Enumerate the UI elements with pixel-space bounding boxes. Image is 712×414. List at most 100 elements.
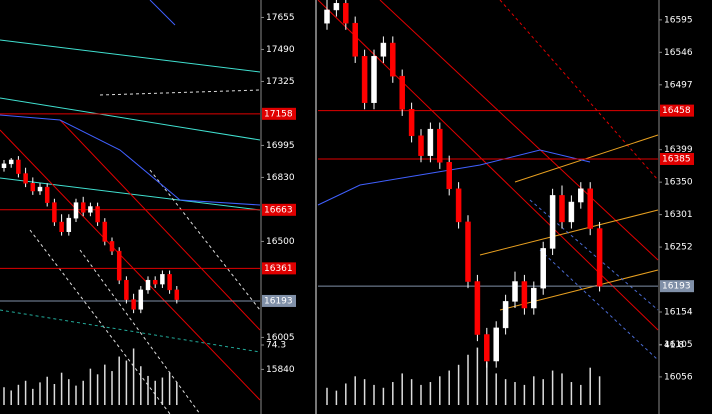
- candle-body: [324, 9, 330, 24]
- candle-body: [152, 279, 158, 285]
- candle-body: [484, 334, 490, 362]
- level-box: [660, 104, 694, 117]
- candle-body: [418, 135, 424, 156]
- candle-body: [59, 221, 64, 232]
- candle-body: [73, 202, 79, 219]
- candle-body: [540, 248, 546, 289]
- trendline: [0, 129, 261, 401]
- candle-body: [380, 42, 387, 57]
- trendline: [29, 229, 171, 414]
- trendline: [59, 119, 261, 331]
- trendline: [539, 249, 659, 361]
- candle-body: [493, 327, 499, 362]
- y-tick-label: 16154: [664, 307, 693, 317]
- trendline: [149, 0, 176, 26]
- candle-body: [352, 22, 358, 57]
- candle-body: [160, 274, 165, 285]
- candle-body: [474, 281, 481, 335]
- level-label: 17158: [264, 109, 293, 119]
- y-tick-label: 16252: [664, 243, 693, 253]
- candle-body: [174, 289, 180, 300]
- candle-body: [502, 301, 509, 329]
- y-tick-label: 16056: [664, 372, 693, 382]
- level-label: 16458: [662, 106, 691, 116]
- y-tick-label: 16105: [664, 340, 693, 350]
- level-box: [262, 294, 296, 307]
- y-tick-label: 16350: [664, 178, 693, 188]
- candle-body: [531, 287, 537, 309]
- candle-body: [23, 173, 28, 184]
- y-tick-label: 15840: [266, 365, 295, 375]
- level-label: 16385: [662, 154, 691, 164]
- trendline: [0, 39, 261, 73]
- level-box: [660, 280, 694, 293]
- candle-body: [399, 75, 405, 110]
- candle-body: [44, 186, 50, 203]
- level-box: [660, 152, 694, 165]
- candle-body: [446, 162, 452, 190]
- candle-body: [390, 42, 396, 77]
- trendline: [0, 309, 261, 353]
- y-tick-label: 16595: [664, 15, 693, 25]
- level-label: 16193: [264, 296, 293, 306]
- candle-body: [52, 202, 57, 223]
- candle-body: [16, 159, 21, 174]
- candle-body: [596, 228, 603, 287]
- y-tick-label: 16497: [664, 80, 693, 90]
- channel: [479, 209, 659, 256]
- trendline: [79, 249, 201, 414]
- candle-body: [80, 202, 86, 213]
- candle-body: [8, 159, 14, 165]
- candle-body: [549, 195, 556, 249]
- y-tick-label: 16500: [266, 237, 295, 247]
- level-label: 16193: [662, 282, 691, 292]
- trendline: [0, 97, 261, 141]
- candle-body: [465, 221, 471, 282]
- candle-body: [138, 289, 144, 310]
- candle-body: [95, 206, 100, 223]
- candle-body: [343, 3, 349, 24]
- candle-body: [521, 281, 528, 309]
- candle-body: [116, 250, 122, 281]
- trendline: [379, 0, 659, 261]
- candle-body: [102, 221, 108, 242]
- candle-body: [66, 217, 72, 232]
- candle-body: [559, 195, 565, 223]
- volume-tick-label: 41.8: [664, 341, 684, 351]
- candle-body: [408, 109, 415, 137]
- candle-body: [109, 241, 115, 252]
- level-box: [262, 107, 296, 120]
- candle-body: [455, 188, 462, 223]
- level-label: 16663: [264, 205, 293, 215]
- y-tick-label: 16995: [266, 141, 295, 151]
- y-tick-label: 16005: [266, 333, 295, 343]
- y-tick-label: 17655: [266, 13, 295, 23]
- moving-average: [0, 114, 261, 206]
- trendline: [99, 89, 261, 96]
- trendline: [149, 169, 261, 311]
- y-tick-label: 17325: [266, 77, 295, 87]
- candle-body: [30, 182, 36, 192]
- candle-body: [131, 299, 136, 310]
- trendline: [499, 0, 659, 181]
- trendline: [317, 0, 659, 331]
- candle-body: [361, 56, 368, 103]
- candle-body: [333, 3, 340, 11]
- y-tick-label: 16399: [664, 145, 693, 155]
- y-tick-label: 16830: [266, 173, 295, 183]
- trendline: [529, 199, 659, 311]
- candle-body: [1, 163, 7, 168]
- candle-body: [145, 279, 151, 291]
- candle-body: [124, 279, 129, 300]
- volume-tick-label: 74.3: [266, 341, 286, 351]
- candle-body: [37, 186, 43, 192]
- candle-body: [512, 281, 518, 302]
- candle-body: [167, 274, 172, 291]
- level-box: [262, 262, 296, 275]
- y-tick-label: 16546: [664, 48, 693, 58]
- candle-body: [88, 206, 93, 213]
- candle-body: [578, 188, 584, 203]
- candle-body: [427, 128, 434, 156]
- candle-body: [437, 128, 443, 163]
